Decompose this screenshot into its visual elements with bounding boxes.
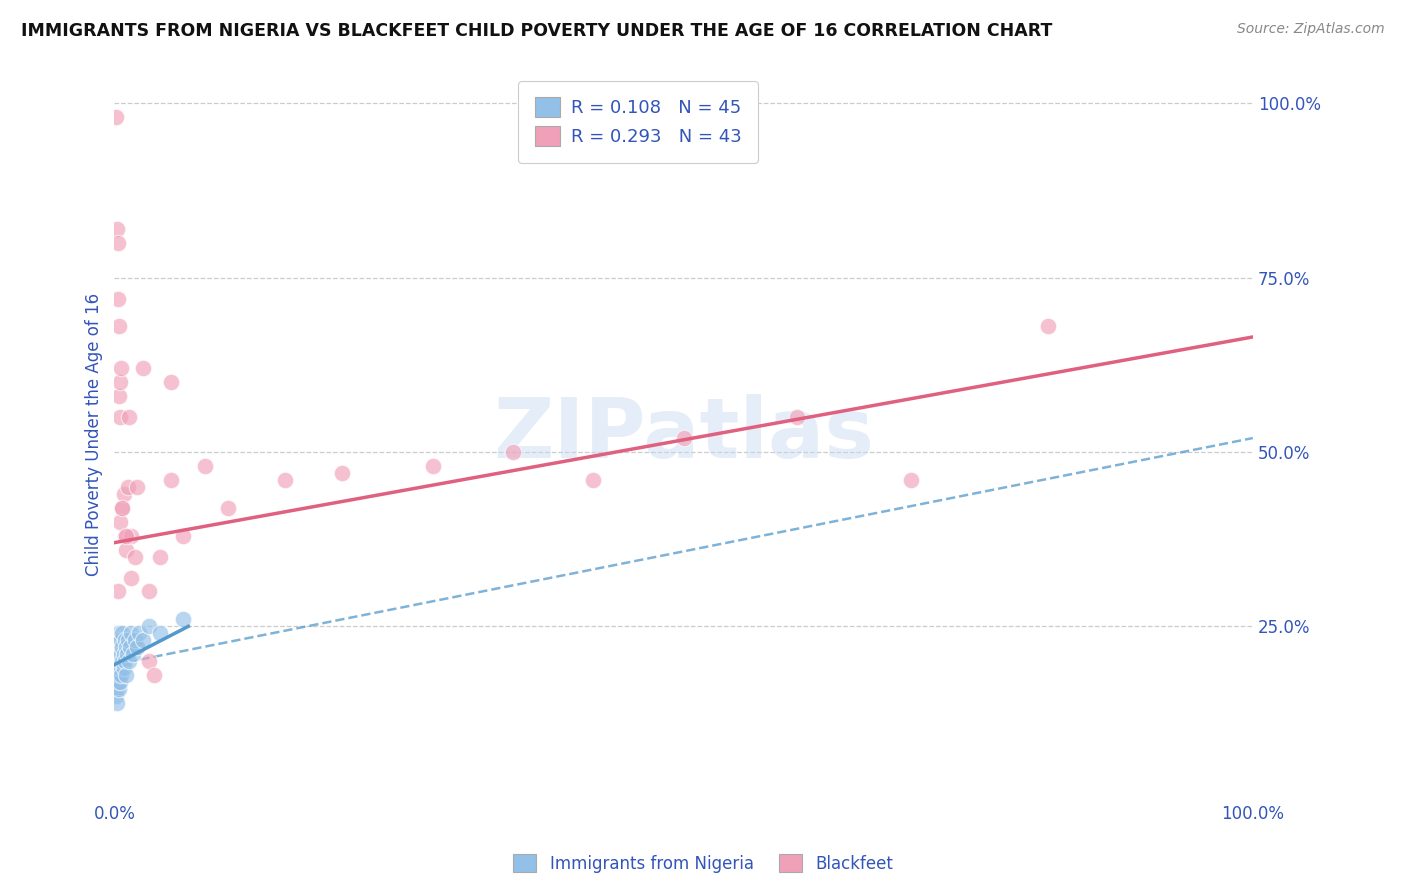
- Point: [104, 111, 127, 125]
- Legend: Immigrants from Nigeria, Blackfeet: Immigrants from Nigeria, Blackfeet: [506, 847, 900, 880]
- Point: [105, 696, 128, 710]
- Point: [111, 500, 134, 515]
- Point: [108, 410, 131, 425]
- Point: [1036, 319, 1059, 334]
- Text: ZIPatlas: ZIPatlas: [494, 394, 875, 475]
- Point: [160, 376, 183, 390]
- Point: [120, 640, 142, 655]
- Point: [172, 529, 194, 543]
- Point: [118, 654, 141, 668]
- Point: [900, 473, 922, 487]
- Point: [581, 473, 603, 487]
- Point: [114, 654, 136, 668]
- Point: [127, 480, 149, 494]
- Point: [107, 292, 129, 306]
- Point: [111, 626, 134, 640]
- Point: [114, 640, 136, 655]
- Point: [217, 500, 239, 515]
- Point: [114, 529, 136, 543]
- Point: [127, 640, 149, 655]
- Point: [672, 431, 695, 445]
- Y-axis label: Child Poverty Under the Age of 16: Child Poverty Under the Age of 16: [86, 293, 103, 576]
- Point: [132, 633, 155, 648]
- Point: [110, 668, 132, 682]
- Point: [114, 529, 136, 543]
- Point: [104, 675, 127, 690]
- Point: [108, 389, 131, 403]
- Point: [160, 473, 183, 487]
- Point: [108, 626, 131, 640]
- Point: [172, 612, 194, 626]
- Point: [138, 584, 160, 599]
- Point: [107, 661, 129, 675]
- Point: [105, 647, 128, 661]
- Point: [124, 633, 146, 648]
- Point: [110, 361, 132, 376]
- Point: [105, 668, 128, 682]
- Point: [107, 654, 129, 668]
- Point: [138, 654, 160, 668]
- Point: [121, 570, 143, 584]
- Point: [117, 480, 139, 494]
- Point: [111, 654, 134, 668]
- Point: [114, 668, 136, 682]
- Point: [194, 458, 217, 473]
- Point: [121, 647, 143, 661]
- Point: [108, 319, 131, 334]
- Point: [107, 584, 129, 599]
- Point: [124, 549, 146, 564]
- Point: [112, 661, 135, 675]
- Point: [107, 235, 129, 250]
- Point: [330, 466, 353, 480]
- Point: [118, 410, 141, 425]
- Point: [111, 500, 134, 515]
- Point: [108, 661, 131, 675]
- Point: [117, 633, 139, 648]
- Point: [149, 549, 172, 564]
- Point: [108, 640, 131, 655]
- Point: [114, 542, 136, 557]
- Point: [108, 675, 131, 690]
- Point: [121, 529, 143, 543]
- Point: [114, 633, 136, 648]
- Point: [502, 445, 524, 459]
- Legend: R = 0.108   N = 45, R = 0.293   N = 43: R = 0.108 N = 45, R = 0.293 N = 43: [519, 81, 758, 162]
- Point: [105, 640, 128, 655]
- Point: [108, 515, 131, 529]
- Point: [786, 410, 808, 425]
- Point: [422, 458, 444, 473]
- Point: [108, 376, 131, 390]
- Point: [107, 675, 129, 690]
- Point: [110, 647, 132, 661]
- Point: [132, 361, 155, 376]
- Point: [149, 626, 172, 640]
- Point: [104, 661, 127, 675]
- Text: IMMIGRANTS FROM NIGERIA VS BLACKFEET CHILD POVERTY UNDER THE AGE OF 16 CORRELATI: IMMIGRANTS FROM NIGERIA VS BLACKFEET CHI…: [21, 22, 1053, 40]
- Point: [112, 647, 135, 661]
- Point: [143, 668, 166, 682]
- Point: [108, 681, 131, 696]
- Point: [111, 640, 134, 655]
- Point: [110, 633, 132, 648]
- Text: Source: ZipAtlas.com: Source: ZipAtlas.com: [1237, 22, 1385, 37]
- Point: [108, 668, 131, 682]
- Point: [105, 222, 128, 236]
- Point: [127, 640, 149, 655]
- Point: [138, 619, 160, 633]
- Point: [121, 626, 143, 640]
- Point: [108, 654, 131, 668]
- Point: [128, 626, 150, 640]
- Point: [105, 681, 128, 696]
- Point: [115, 647, 138, 661]
- Point: [112, 487, 135, 501]
- Point: [104, 689, 127, 703]
- Point: [108, 647, 131, 661]
- Point: [107, 633, 129, 648]
- Point: [274, 473, 297, 487]
